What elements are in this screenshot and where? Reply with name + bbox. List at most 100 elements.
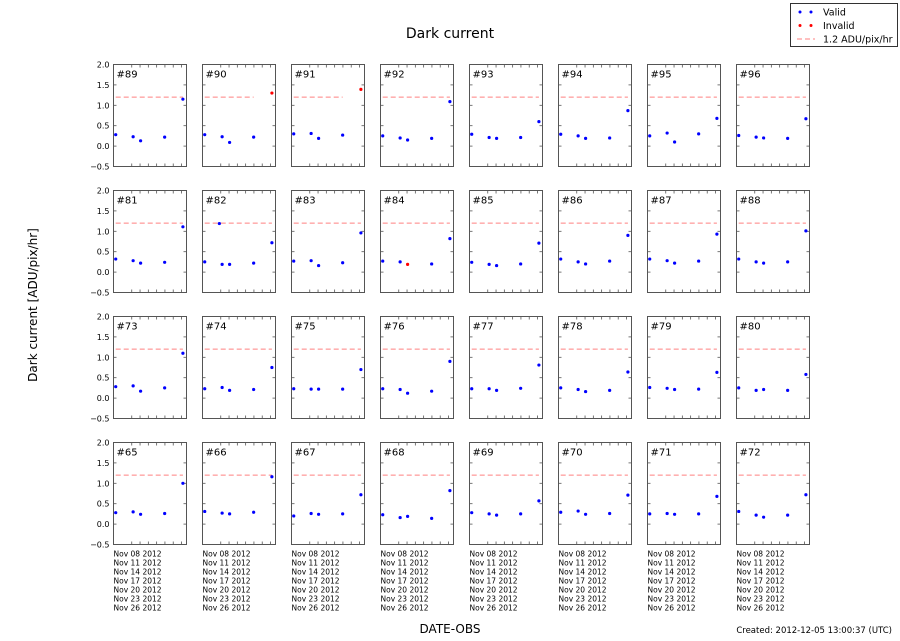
valid-point <box>737 133 741 138</box>
valid-point <box>648 385 652 390</box>
valid-point <box>715 494 719 498</box>
panel-label: #70 <box>562 448 583 459</box>
valid-point <box>220 262 224 266</box>
x-tick-label: Nov 23 2012 <box>381 595 429 604</box>
valid-point <box>559 510 563 514</box>
valid-point <box>519 386 523 390</box>
valid-point <box>804 493 808 497</box>
panel-label: #93 <box>473 70 494 81</box>
x-tick-label: Nov 23 2012 <box>203 595 251 604</box>
x-tick-label: Nov 14 2012 <box>381 568 429 577</box>
y-tick-label: 0.0 <box>97 142 110 151</box>
valid-point <box>398 387 402 392</box>
valid-point <box>487 262 491 266</box>
panel-label: #85 <box>473 196 494 207</box>
panel: 2.0 1.5 1.0 0.5 0.0 −0.5 #89 <box>90 61 187 172</box>
panel-frame <box>558 442 632 545</box>
panel-label: #82 <box>206 196 227 207</box>
valid-point <box>359 493 363 497</box>
valid-point <box>114 133 118 137</box>
panel: #93 <box>469 64 543 167</box>
panel-label: #72 <box>740 448 761 459</box>
y-tick-label: 0.0 <box>97 268 110 277</box>
x-tick-label: Nov 17 2012 <box>292 577 340 586</box>
x-tick-label: Nov 08 2012 <box>203 550 251 559</box>
y-tick-label: −0.5 <box>90 415 109 424</box>
created-timestamp: Created: 2012-12-05 13:00:37 (UTC) <box>736 626 892 636</box>
x-tick-label: Nov 23 2012 <box>559 595 607 604</box>
valid-point <box>697 259 701 263</box>
valid-point <box>131 259 135 263</box>
valid-point <box>672 512 677 516</box>
valid-point <box>576 509 580 513</box>
panel-label: #71 <box>651 448 672 459</box>
valid-point <box>537 499 541 503</box>
panel: #92 <box>380 64 454 167</box>
panel-label: #66 <box>206 448 227 459</box>
panel: #76 <box>380 316 454 419</box>
valid-point <box>292 259 296 263</box>
x-tick-label: Nov 23 2012 <box>292 595 340 604</box>
valid-point <box>715 232 719 236</box>
valid-point <box>761 387 766 392</box>
valid-point <box>665 259 669 263</box>
x-tick-label: Nov 08 2012 <box>381 550 429 559</box>
valid-point <box>181 481 185 485</box>
valid-point <box>316 136 321 140</box>
valid-point <box>697 132 701 136</box>
y-tick-label: 1.5 <box>97 459 110 468</box>
valid-point <box>576 134 580 138</box>
valid-point <box>138 389 143 393</box>
x-tick-label: Nov 26 2012 <box>114 604 162 613</box>
panel: #75 <box>291 316 365 419</box>
panel: #78 <box>558 316 632 419</box>
panel-frame <box>202 64 276 167</box>
y-tick-label: 0.5 <box>97 374 110 383</box>
valid-point <box>715 116 719 120</box>
valid-point <box>227 262 232 266</box>
valid-point <box>487 512 491 516</box>
valid-point <box>519 135 523 140</box>
panel-frame <box>380 190 454 293</box>
valid-point <box>576 260 580 264</box>
valid-point <box>448 359 452 363</box>
panel-frame <box>380 442 454 545</box>
x-tick-label: Nov 14 2012 <box>470 568 518 577</box>
valid-point <box>316 263 321 268</box>
x-tick-label: Nov 26 2012 <box>292 604 340 613</box>
valid-point <box>494 388 499 392</box>
valid-point <box>754 260 758 264</box>
x-tick-label: Nov 08 2012 <box>114 550 162 559</box>
panel-frame <box>736 316 810 419</box>
valid-point <box>537 241 541 245</box>
valid-point <box>252 135 256 139</box>
valid-point <box>626 370 630 374</box>
valid-point <box>203 509 207 514</box>
y-tick-label: 0.0 <box>97 520 110 529</box>
panel-frame <box>380 316 454 419</box>
valid-point <box>608 136 612 140</box>
valid-point <box>341 133 345 137</box>
x-tick-label: Nov 26 2012 <box>203 604 251 613</box>
valid-point <box>203 260 207 264</box>
x-tick-label: Nov 14 2012 <box>203 568 251 577</box>
valid-point <box>270 475 274 479</box>
y-tick-label: 1.5 <box>97 207 110 216</box>
panel-frame <box>202 442 276 545</box>
x-tick-label: Nov 17 2012 <box>559 577 607 586</box>
y-tick-label: −0.5 <box>90 289 109 298</box>
x-tick-label: Nov 17 2012 <box>648 577 696 586</box>
valid-point <box>316 387 321 391</box>
panel-frame <box>202 316 276 419</box>
valid-point <box>252 261 256 265</box>
valid-point <box>341 261 345 265</box>
valid-point <box>227 388 232 392</box>
panel-grid: 2.0 1.5 1.0 0.5 0.0 −0.5 #89 #90 #91 #92 #93 #94 #95… <box>90 61 810 613</box>
panel-frame <box>647 190 721 293</box>
panel-frame <box>647 64 721 167</box>
valid-point <box>220 135 224 139</box>
valid-point <box>398 260 402 264</box>
valid-point <box>672 387 677 392</box>
